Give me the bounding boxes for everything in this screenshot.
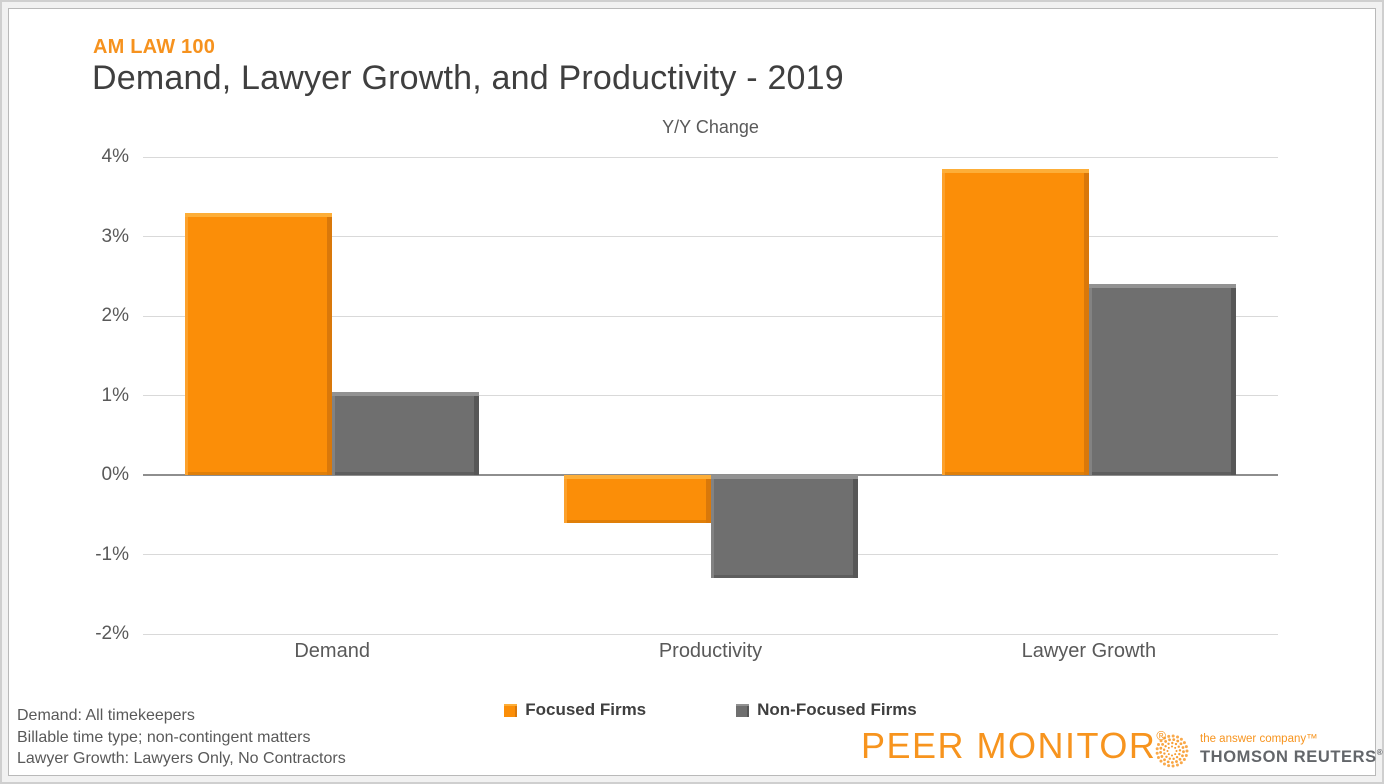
peer-monitor-logo: PEER MONITOR® — [861, 725, 1166, 767]
legend-item-focused-firms: Focused Firms — [504, 700, 646, 720]
page-title: Demand, Lawyer Growth, and Productivity … — [92, 59, 844, 97]
footnotes: Demand: All timekeepers Billable time ty… — [17, 705, 346, 770]
y-tick-label: 2% — [101, 305, 129, 326]
tr-tagline: the answer company™ — [1200, 733, 1318, 745]
legend-label: Focused Firms — [525, 700, 647, 719]
bar-non-focused-firms-demand — [332, 391, 480, 475]
bar-focused-firms-demand — [185, 212, 333, 475]
bar-focused-firms-lawyer-growth — [941, 168, 1089, 475]
gridline — [143, 156, 1278, 158]
bar-chart-plot-area — [143, 156, 1278, 635]
footnote-billable: Billable time type; non-contingent matte… — [17, 728, 311, 746]
peer-monitor-wordmark: PEER MONITOR — [861, 725, 1157, 766]
bar-focused-firms-productivity — [563, 475, 711, 523]
footnote-demand: Demand: All timekeepers — [17, 707, 195, 724]
tr-name-text: THOMSON REUTERS — [1200, 748, 1377, 766]
focused-firms-swatch-icon — [504, 703, 518, 717]
y-tick-label: 3% — [101, 225, 129, 247]
registered-mark: ® — [1376, 748, 1384, 757]
bar-non-focused-firms-lawyer-growth — [1088, 284, 1236, 475]
y-tick-label: -2% — [95, 623, 129, 644]
chart-legend: Focused Firms Non-Focused Firms — [143, 700, 1278, 720]
thomson-reuters-logo-icon — [1155, 734, 1189, 768]
x-category-label: Productivity — [658, 640, 763, 662]
x-category-label: Lawyer Growth — [1021, 640, 1157, 662]
y-tick-label: 0% — [101, 464, 129, 485]
gridline — [143, 633, 1278, 635]
gridline — [143, 315, 1278, 317]
y-tick-label: 1% — [101, 384, 129, 406]
chart-kicker: AM LAW 100 — [93, 36, 216, 58]
gridline — [143, 395, 1278, 396]
registered-mark: ® — [1156, 728, 1166, 743]
bar-non-focused-firms-productivity — [710, 475, 858, 579]
non-focused-firms-swatch-icon — [736, 703, 750, 717]
footnote-lawyer-growth: Lawyer Growth: Lawyers Only, No Contract… — [17, 750, 346, 767]
slide-panel: AM LAW 100 Demand, Lawyer Growth, and Pr… — [8, 8, 1383, 776]
x-category-label: Demand — [294, 640, 370, 662]
y-tick-label: 4% — [101, 146, 129, 167]
chart-subtitle: Y/Y Change — [662, 117, 759, 137]
gridline — [143, 236, 1278, 237]
thomson-reuters-wordmark: THOMSON REUTERS® — [1200, 748, 1383, 767]
y-tick-label: -1% — [95, 543, 129, 565]
legend-label: Non-Focused Firms — [757, 700, 917, 719]
legend-item-non-focused-firms: Non-Focused Firms — [736, 700, 917, 720]
